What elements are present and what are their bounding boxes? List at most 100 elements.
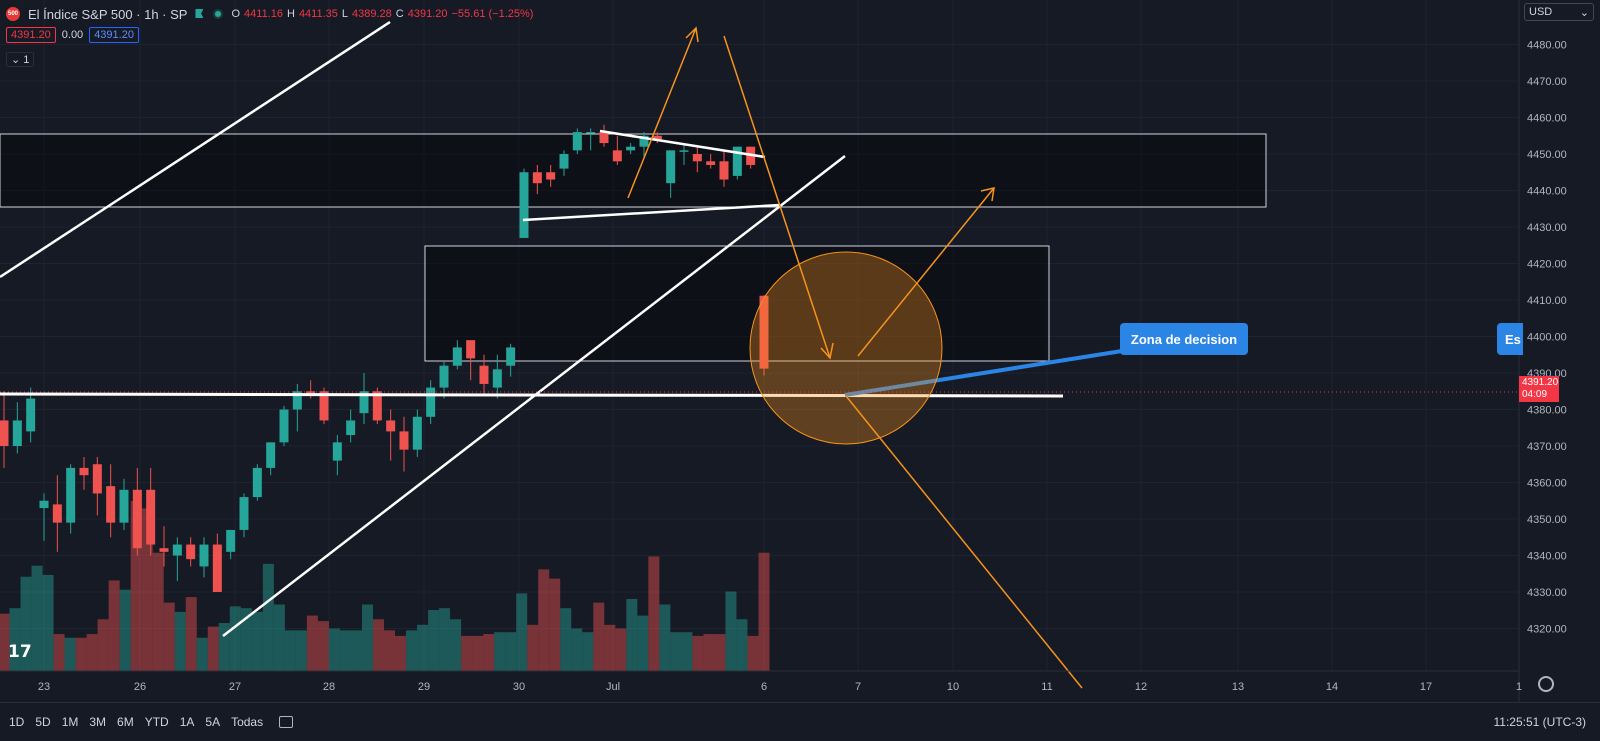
range-button[interactable]: 1A <box>179 715 195 729</box>
candle-body <box>532 172 542 184</box>
price-tick-label: 4420.00 <box>1527 259 1567 271</box>
price-tick-label: 4340.00 <box>1527 551 1567 563</box>
indicator-toggle[interactable]: ⌄ 1 <box>6 52 35 67</box>
time-tick-label: 1 <box>1516 681 1522 693</box>
candle-body <box>599 132 609 144</box>
volume-bar <box>86 634 98 671</box>
candle <box>586 128 596 151</box>
decision-zone-callout[interactable]: Zona de decision <box>1120 323 1248 355</box>
candle-body <box>199 544 209 567</box>
buy-price[interactable]: 4391.20 <box>89 27 139 43</box>
volume-bar <box>406 630 418 671</box>
candle-body <box>92 464 102 494</box>
middle-zone-box[interactable] <box>424 245 1050 362</box>
volume-bar <box>53 634 65 671</box>
candle-body <box>426 387 436 417</box>
candle <box>279 405 289 446</box>
candle-body <box>652 135 662 140</box>
price-tick-label: 4330.00 <box>1527 587 1567 599</box>
open-value: 4411.16 <box>244 8 283 20</box>
candle <box>572 128 582 154</box>
range-button[interactable]: 6M <box>117 715 134 729</box>
candle <box>239 493 249 538</box>
range-button[interactable]: 1D <box>9 715 25 729</box>
volume-bar <box>9 608 21 671</box>
candle <box>706 154 716 169</box>
candle-body <box>692 154 702 162</box>
candle-body <box>279 409 289 443</box>
time-axis[interactable]: 23 26 27 28 29 30 Jul 6 7 10 11 12 13 14 17 1 <box>0 670 1522 693</box>
range-button[interactable]: YTD <box>144 715 169 729</box>
trend-drawings <box>0 20 1123 637</box>
candle <box>719 150 729 187</box>
sp500-logo-icon: 500 <box>6 7 20 21</box>
triangle-top-line[interactable] <box>599 129 766 159</box>
range-button[interactable]: 3M <box>89 715 107 729</box>
upper-zone-box[interactable] <box>0 133 1267 208</box>
candle-body <box>346 420 356 436</box>
price-tick-label: 4360.00 <box>1527 478 1567 490</box>
time-tick-label: 11 <box>1041 681 1052 693</box>
candle-body <box>439 365 449 388</box>
volume-bar <box>560 608 572 671</box>
volume-bar <box>626 598 638 671</box>
volume-bar <box>395 635 407 671</box>
tradingview-logo-icon[interactable]: 17 <box>8 642 32 662</box>
volume-bar <box>527 624 539 671</box>
time-tick-label: 30 <box>513 681 525 693</box>
last-price-value: 4391.20 <box>1522 377 1559 388</box>
candle <box>519 168 529 238</box>
candle-body <box>759 295 769 369</box>
horizontal-support-line[interactable] <box>0 392 1064 398</box>
right-edge-callout[interactable]: Es <box>1497 323 1523 355</box>
range-button[interactable]: 5D <box>35 715 51 729</box>
range-button[interactable]: 1M <box>61 715 79 729</box>
range-button[interactable]: 5A <box>205 715 221 729</box>
volume-bar <box>306 615 318 671</box>
projection-arrow-down[interactable] <box>723 35 834 360</box>
calendar-icon[interactable] <box>279 716 294 728</box>
clock[interactable]: 11:25:51 (UTC-3) <box>1493 715 1586 729</box>
volume-bar <box>648 556 660 671</box>
upper-channel-line[interactable] <box>0 20 391 279</box>
candle <box>106 464 116 538</box>
candle-body <box>132 489 142 549</box>
candle-body <box>666 150 676 184</box>
candle <box>532 164 542 195</box>
candle <box>266 442 276 476</box>
range-buttons: 1D 5D 1M 3M 6M YTD 1A 5A Todas <box>9 715 263 729</box>
range-button[interactable]: Todas <box>231 715 264 729</box>
time-tick-label: 14 <box>1326 681 1338 693</box>
axis-settings-icon[interactable] <box>1538 676 1554 692</box>
projection-arrow-up[interactable] <box>627 26 699 199</box>
price-axis[interactable]: 4320.00 4330.00 4340.00 4350.00 4360.00 4370.… <box>1518 0 1567 702</box>
symbol-header[interactable]: 500 El Índice S&P 500 · 1h · SP O 4411.16… <box>6 4 533 24</box>
candle <box>426 380 436 425</box>
triangle-bottom-line[interactable] <box>522 203 781 222</box>
symbol-title[interactable]: El Índice S&P 500 · 1h · SP <box>28 6 188 22</box>
market-status-icon[interactable] <box>213 9 224 19</box>
volume-bar <box>483 634 495 671</box>
flag-icon[interactable] <box>195 9 205 19</box>
candle <box>26 387 36 443</box>
decision-circle[interactable] <box>749 251 943 445</box>
volume-bar <box>218 622 230 671</box>
projection-line-down[interactable] <box>845 395 1083 689</box>
currency-select[interactable]: USD ⌄ <box>1524 3 1594 21</box>
candle-body <box>266 442 276 468</box>
low-value: 4389.28 <box>352 8 392 20</box>
candle <box>159 526 169 567</box>
volume-bar <box>461 635 473 671</box>
volume-bar <box>417 624 429 671</box>
sell-price[interactable]: 4391.20 <box>6 27 56 43</box>
time-tick-label: 7 <box>855 681 861 693</box>
volume-bar <box>670 632 682 671</box>
candle-body <box>0 420 9 446</box>
time-tick-label: 23 <box>38 681 50 693</box>
candle <box>386 409 396 461</box>
volume-bar <box>152 552 164 671</box>
projection-arrow-up-right[interactable] <box>857 187 995 357</box>
candle <box>0 391 9 468</box>
volume-bar <box>64 637 76 671</box>
